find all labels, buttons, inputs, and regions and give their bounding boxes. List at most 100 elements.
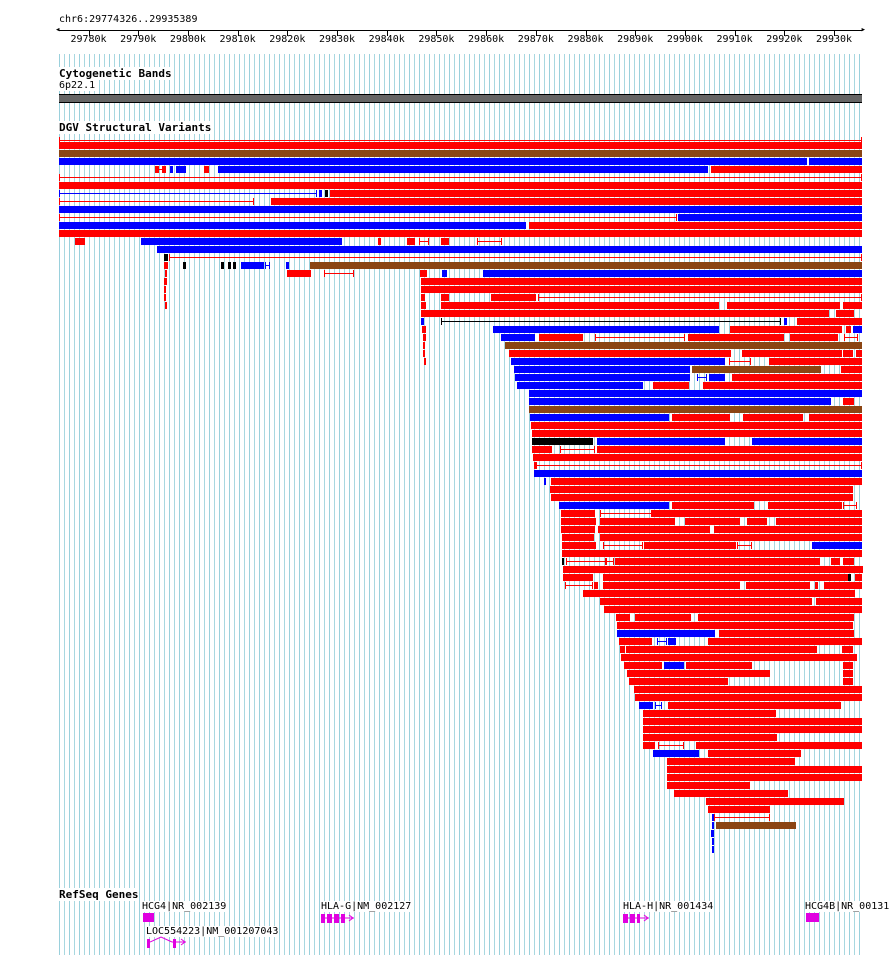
variant-segment[interactable]: [158, 166, 159, 173]
variant-segment[interactable]: [59, 158, 807, 165]
variant-segment[interactable]: [483, 270, 862, 277]
variant-segment[interactable]: [843, 502, 844, 509]
variant-segment[interactable]: [615, 558, 820, 565]
variant-segment[interactable]: [703, 382, 862, 389]
variant-segment[interactable]: [501, 334, 535, 341]
variant-segment[interactable]: [563, 566, 863, 573]
variant-segment[interactable]: [667, 766, 862, 773]
variant-segment[interactable]: [643, 726, 862, 733]
variant-segment[interactable]: [59, 222, 526, 229]
variant-segment[interactable]: [597, 438, 725, 445]
variant-segment[interactable]: [421, 318, 424, 325]
variant-segment[interactable]: [655, 702, 656, 709]
variant-segment[interactable]: [316, 190, 317, 197]
variant-segment[interactable]: [743, 414, 803, 421]
variant-segment[interactable]: [442, 270, 447, 277]
variant-segment[interactable]: [533, 454, 862, 461]
variant-segment[interactable]: [727, 302, 840, 309]
variant-segment[interactable]: [529, 406, 862, 413]
variant-segment[interactable]: [221, 262, 224, 269]
variant-segment[interactable]: [534, 470, 862, 477]
variant-segment[interactable]: [658, 742, 659, 749]
variant-segment[interactable]: [644, 542, 736, 549]
variant-segment[interactable]: [668, 638, 676, 645]
variant-segment[interactable]: [218, 166, 708, 173]
variant-segment[interactable]: [692, 366, 821, 373]
variant-segment[interactable]: [843, 678, 853, 685]
variant-segment[interactable]: [287, 270, 311, 277]
variant-segment[interactable]: [162, 166, 163, 173]
variant-segment[interactable]: [698, 614, 854, 621]
variant-segment[interactable]: [714, 814, 715, 821]
variant-segment[interactable]: [621, 654, 857, 661]
variant-segment[interactable]: [595, 334, 596, 341]
variant-segment[interactable]: [714, 526, 862, 533]
variant-segment[interactable]: [562, 558, 564, 565]
variant-segment[interactable]: [560, 446, 561, 453]
variant-segment[interactable]: [421, 310, 829, 317]
variant-segment[interactable]: [59, 150, 862, 157]
variant-segment[interactable]: [165, 270, 167, 277]
variant-segment[interactable]: [511, 358, 725, 365]
variant-segment[interactable]: [613, 558, 614, 565]
variant-segment[interactable]: [855, 574, 862, 581]
variant-segment[interactable]: [265, 262, 266, 269]
variant-segment[interactable]: [59, 206, 862, 213]
variant-segment[interactable]: [776, 518, 862, 525]
gene-feature-hcg4b[interactable]: [806, 913, 819, 922]
variant-segment[interactable]: [421, 302, 426, 309]
variant-segment[interactable]: [706, 798, 844, 805]
variant-segment[interactable]: [653, 750, 699, 757]
cytoband-bar[interactable]: [59, 94, 862, 103]
variant-segment[interactable]: [597, 446, 862, 453]
variant-segment[interactable]: [831, 558, 840, 565]
variant-segment[interactable]: [603, 582, 740, 589]
variant-segment[interactable]: [562, 542, 596, 549]
variant-segment[interactable]: [732, 374, 862, 381]
variant-segment[interactable]: [169, 254, 170, 261]
variant-segment[interactable]: [708, 638, 862, 645]
variant-segment[interactable]: [617, 622, 853, 629]
variant-segment[interactable]: [421, 286, 862, 293]
variant-segment[interactable]: [600, 534, 862, 541]
variant-segment[interactable]: [539, 334, 583, 341]
variant-segment[interactable]: [797, 318, 862, 325]
variant-segment[interactable]: [233, 262, 236, 269]
variant-segment[interactable]: [861, 137, 862, 144]
variant-segment[interactable]: [163, 166, 166, 173]
variant-segment[interactable]: [420, 270, 427, 277]
variant-segment[interactable]: [606, 558, 607, 565]
variant-segment[interactable]: [423, 350, 425, 357]
variant-segment[interactable]: [491, 294, 536, 301]
variant-segment[interactable]: [603, 574, 848, 581]
variant-segment[interactable]: [600, 598, 812, 605]
variant-segment[interactable]: [719, 630, 854, 637]
variant-segment[interactable]: [750, 358, 751, 365]
variant-segment[interactable]: [59, 214, 60, 221]
variant-segment[interactable]: [790, 334, 838, 341]
variant-segment[interactable]: [324, 270, 325, 277]
variant-segment[interactable]: [712, 838, 714, 845]
variant-segment[interactable]: [843, 670, 853, 677]
variant-segment[interactable]: [531, 422, 862, 429]
variant-segment[interactable]: [861, 462, 862, 469]
variant-segment[interactable]: [634, 686, 862, 693]
variant-segment[interactable]: [812, 542, 862, 549]
variant-segment[interactable]: [165, 278, 167, 285]
variant-segment[interactable]: [419, 238, 420, 245]
gene-feature-hla-g[interactable]: [321, 912, 357, 924]
variant-segment[interactable]: [325, 190, 328, 197]
variant-segment[interactable]: [286, 262, 289, 269]
variant-segment[interactable]: [861, 254, 862, 261]
variant-segment[interactable]: [686, 662, 752, 669]
variant-segment[interactable]: [712, 814, 714, 821]
variant-segment[interactable]: [643, 710, 776, 717]
variant-segment[interactable]: [846, 326, 851, 333]
variant-segment[interactable]: [551, 478, 862, 485]
variant-segment[interactable]: [59, 182, 862, 189]
variant-segment[interactable]: [544, 478, 546, 485]
variant-segment[interactable]: [729, 358, 730, 365]
variant-segment[interactable]: [672, 414, 730, 421]
variant-segment[interactable]: [848, 574, 851, 581]
variant-segment[interactable]: [635, 614, 691, 621]
